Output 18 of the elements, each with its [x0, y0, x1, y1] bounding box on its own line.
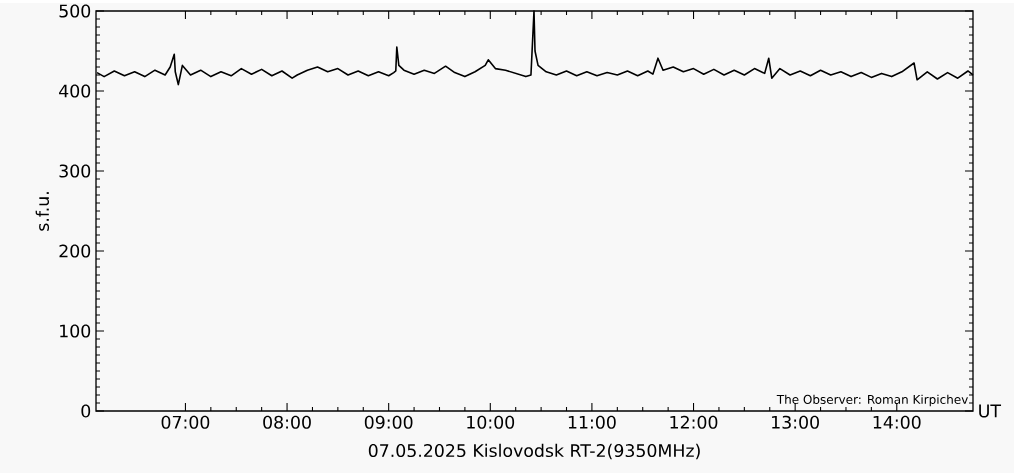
x-tick-label: 08:00 [263, 415, 311, 429]
x-tick-label: 11:00 [568, 415, 616, 429]
y-tick-label: 200 [59, 244, 91, 258]
y-axis-title: s.f.u. [35, 192, 50, 231]
y-tick-label: 500 [59, 4, 91, 18]
x-axis-title: UT [979, 404, 1002, 418]
x-tick-label: 13:00 [772, 415, 819, 429]
y-tick-label: 100 [60, 324, 91, 338]
x-tick-label: 09:00 [364, 415, 413, 429]
x-tick-label: 12:00 [670, 415, 718, 429]
text: 07.05.2025 Kislovodsk RT-2(9350MHz) [368, 443, 700, 460]
x-tick-label: 10:00 [467, 415, 515, 429]
x-tick-label: 07:00 [161, 415, 210, 429]
y-tick-label: 0 [81, 404, 91, 418]
x-tick-label: 14:00 [873, 415, 921, 429]
y-tick-label: 300 [59, 164, 91, 178]
annotation: The Observer: Roman Kirpichev [776, 394, 968, 407]
y-tick-label: 400 [59, 84, 91, 98]
